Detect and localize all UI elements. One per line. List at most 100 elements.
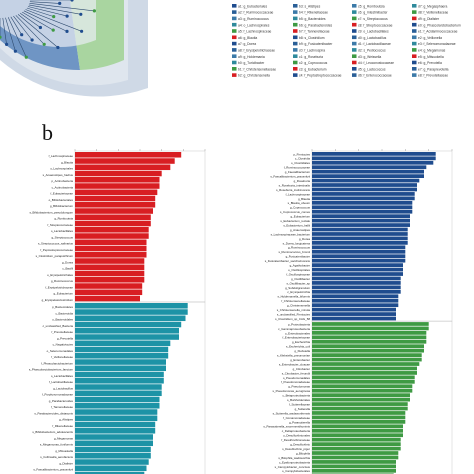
lda-bar: [312, 397, 410, 402]
lda-bar: [75, 233, 149, 239]
cladogram-legend: a1: g_Eubacteriales a2: f_Ruminococcaceae…: [232, 4, 461, 78]
bar-label: g_Romboutsia: [54, 217, 73, 221]
lda-bar: [75, 446, 151, 453]
cladogram-node: [51, 28, 55, 32]
bar-label: o_Lactobacillales: [51, 374, 74, 378]
lda-bar: [312, 424, 403, 429]
lda-bar: [75, 440, 153, 447]
lda-bar: [312, 353, 422, 357]
bar-label: g_Lactobacillus: [53, 386, 73, 390]
bar-label: s_Faecalibacterium_prausnitzii: [270, 175, 310, 179]
bar-label: o_Selenomonadales: [47, 349, 74, 353]
bar-label: s_Citrobacter_freundii: [282, 371, 311, 375]
bar-label: g_Mitsuokella: [55, 449, 73, 453]
cladogram-branch: [2, 17, 7, 45]
lda-bar: [312, 276, 401, 281]
lda-bar: [312, 258, 406, 263]
legend-label: d2: s_Pediococcus: [358, 49, 386, 53]
lda-bar: [312, 223, 410, 227]
bar-label: g_Oscillibacter: [291, 277, 310, 281]
bar-label: g_Ruminococcus: [288, 246, 311, 250]
lda-bar: [312, 152, 436, 156]
legend-label: e0: g_Phascolarctobacterium: [418, 23, 461, 27]
lda-bar: [312, 362, 420, 366]
bar-label: g_Faecalibacterium: [285, 170, 311, 174]
bar-label: o_Lachnospirales: [50, 167, 73, 171]
bar-label: s_Bifidobacterium_adolescentis: [32, 430, 73, 434]
bar-label: o_Bacteroidales: [52, 318, 73, 322]
bar-label: f_Erysipelotrichaceae: [45, 285, 73, 289]
legend-label: c0: f_Lachnospira: [299, 49, 325, 53]
bar-label: g_Desulfovibrio: [290, 443, 310, 447]
bar-label: s_Sutterella_wadsworthensis: [273, 411, 311, 415]
lda-bar: [312, 263, 403, 267]
legend-swatch: [232, 73, 237, 77]
bar-label: g_Escherichia: [292, 340, 311, 344]
lda-bar: [312, 406, 408, 411]
lda-bar: [75, 471, 145, 474]
legend-swatch: [412, 16, 417, 21]
bar-label: o_Burkholderiales: [287, 398, 311, 402]
bar-label: s_Blautia_obeum: [288, 201, 311, 205]
bar-label: s_Parasutterella_excrementihominis: [263, 425, 310, 429]
bar-label: o_Clostridiales: [291, 161, 311, 165]
lda-bar: [75, 459, 149, 465]
lda-bar: [75, 390, 162, 397]
legend-label: a4: o_Lachnospirales: [238, 23, 270, 27]
lda-bar: [312, 192, 415, 196]
legend-label: e8: f_Prevotellaceae: [418, 74, 448, 78]
lda-bar: [312, 281, 401, 285]
lda-bar: [75, 315, 186, 322]
bar-label: o_Enterobacterales: [285, 331, 311, 335]
lda-bar: [312, 214, 410, 219]
legend-label: d9: g_Dialister: [418, 17, 440, 21]
legend-swatch: [232, 67, 237, 71]
legend-swatch: [293, 67, 298, 71]
lda-bar: [312, 468, 396, 473]
legend-swatch: [232, 48, 237, 52]
lda-bar: [75, 378, 164, 384]
cladogram-branch: [5, 17, 16, 52]
lda-bar: [312, 187, 417, 192]
lda-bar: [75, 289, 143, 296]
lda-bar: [75, 309, 188, 315]
bar-label: c_Actinobacteria: [52, 185, 74, 189]
bar-label: s_Campylobacter_concisus: [275, 465, 311, 469]
legend-label: d6: f_Enterococcaceae: [358, 74, 392, 78]
lda-bar: [75, 164, 171, 171]
legend-label: c5: g_Romboutsia: [358, 4, 385, 8]
bar-label: g_Eubacterium: [291, 215, 311, 219]
legend-label: b0: g_Turicibacter: [238, 61, 265, 65]
legend-swatch: [412, 60, 417, 65]
legend-swatch: [232, 35, 237, 40]
lda-bar: [75, 428, 156, 434]
lda-bar: [312, 178, 420, 183]
lda-bar: [312, 339, 427, 344]
cladogram-node: [92, 9, 96, 13]
panel-label-b: b: [42, 120, 53, 145]
lda-bar: [75, 421, 156, 428]
cladogram-node: [80, 29, 84, 33]
cladogram-node: [79, 12, 83, 16]
cladogram-node: [38, 25, 43, 30]
lda-bar: [312, 371, 417, 375]
legend-swatch: [412, 4, 417, 8]
bar-label: g_Dorea: [62, 260, 73, 264]
cladogram-branch: [22, 11, 54, 31]
bar-label: s_Oscillibacter_sp: [287, 281, 311, 285]
legend-label: b1: f_Christensenellaceae: [238, 67, 276, 71]
legend-swatch: [352, 22, 357, 27]
bar-label: o_Lactobacillales: [51, 229, 74, 233]
lda-bar: [312, 379, 415, 384]
lda-bar: [75, 346, 169, 353]
bar-label: f_Phascolarctobacterium: [41, 361, 74, 365]
legend-swatch: [412, 41, 417, 46]
lda-bar: [312, 218, 410, 223]
lda-bar: [75, 177, 160, 183]
lda-bar: [312, 335, 427, 340]
lda-bar: [75, 264, 145, 271]
bar-label: p_Actinobacteria: [51, 179, 73, 183]
bar-label: g_Dorea: [299, 237, 310, 241]
cladogram-node: [56, 45, 60, 50]
lda-bar: [312, 200, 413, 205]
